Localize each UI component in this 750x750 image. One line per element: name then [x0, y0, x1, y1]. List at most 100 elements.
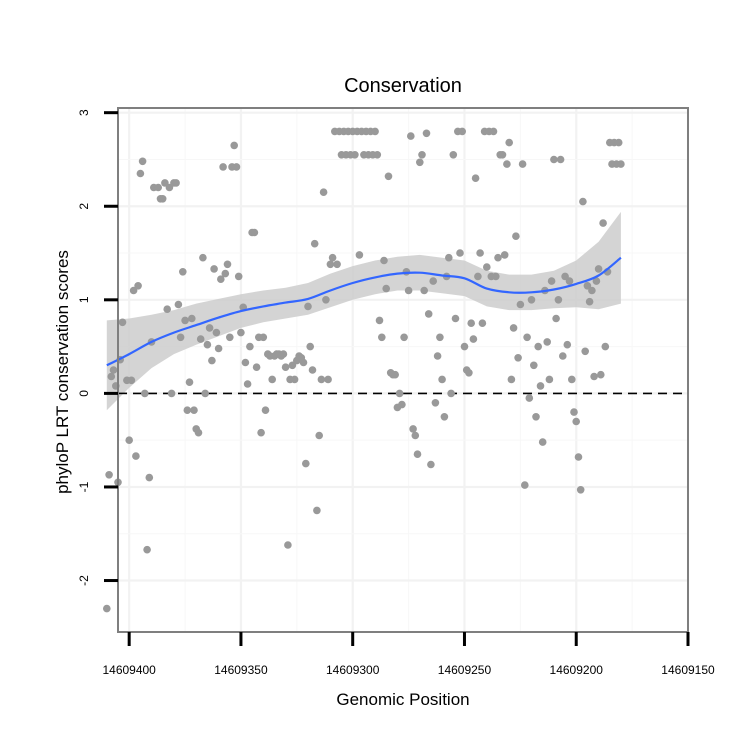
data-point [476, 249, 484, 257]
data-point [328, 253, 337, 262]
data-point [552, 314, 560, 323]
data-point [243, 380, 252, 388]
data-point [525, 394, 534, 402]
data-point [507, 375, 516, 384]
data-point [458, 127, 467, 136]
x-tick-label: 14609400 [102, 663, 156, 677]
data-point [279, 350, 288, 358]
data-point [221, 269, 230, 278]
panel-background [118, 108, 688, 632]
data-point [469, 335, 478, 343]
data-point [199, 253, 207, 262]
data-point [574, 453, 583, 461]
data-point [317, 375, 326, 384]
panel-frame [117, 107, 689, 633]
data-point [194, 428, 203, 437]
data-point [183, 406, 192, 415]
data-point [174, 300, 183, 309]
data-point [125, 436, 133, 445]
data-point [409, 425, 417, 433]
data-point [391, 370, 400, 379]
data-point [219, 163, 227, 171]
data-point [188, 314, 196, 323]
data-point [614, 138, 623, 147]
data-point [530, 361, 538, 370]
data-point [214, 344, 223, 353]
data-points [103, 127, 625, 613]
data-point [132, 452, 140, 460]
data-point [534, 342, 542, 351]
data-point [181, 316, 189, 325]
smooth-line-group [106, 256, 622, 367]
data-point [494, 253, 502, 262]
data-point [429, 277, 438, 285]
y-tick-label: -2 [77, 575, 91, 586]
data-point [588, 286, 596, 295]
data-point [223, 260, 232, 269]
data-point [565, 277, 574, 285]
data-point [129, 286, 138, 295]
data-point [514, 354, 522, 362]
data-point [127, 376, 136, 385]
data-point [516, 300, 525, 309]
data-point [503, 160, 511, 168]
data-point [440, 413, 449, 421]
data-point [313, 506, 321, 515]
data-point [521, 481, 529, 489]
data-point [241, 358, 250, 367]
data-point [449, 151, 458, 159]
data-point [422, 129, 431, 138]
data-point [538, 438, 547, 446]
data-point [509, 324, 518, 332]
data-point [505, 138, 513, 147]
data-point [107, 372, 116, 381]
data-point [563, 340, 572, 349]
data-point [576, 486, 585, 494]
data-point [547, 277, 556, 285]
chart-title: Conservation [344, 75, 462, 97]
data-point [217, 275, 225, 284]
data-point [281, 363, 290, 372]
data-point [324, 375, 332, 384]
data-point [304, 302, 312, 311]
data-point [500, 251, 509, 259]
data-point [103, 604, 111, 613]
data-point [230, 141, 238, 150]
confidence-band-group [106, 211, 621, 411]
data-point [172, 179, 180, 187]
data-point [134, 282, 142, 290]
data-point [302, 459, 310, 468]
data-point [445, 253, 453, 262]
data-point [261, 406, 270, 415]
data-point [413, 450, 422, 459]
data-point [427, 460, 435, 469]
data-point [118, 318, 127, 327]
data-point [382, 284, 391, 293]
data-point [617, 160, 625, 168]
data-point [259, 333, 268, 342]
data-point [447, 389, 455, 398]
data-point [252, 363, 261, 372]
data-point [154, 183, 162, 192]
panel-border [117, 107, 689, 633]
data-point [543, 338, 551, 346]
data-point [536, 382, 545, 390]
data-point [105, 471, 113, 479]
data-point [136, 169, 145, 178]
data-point [545, 375, 554, 384]
data-point [373, 151, 382, 159]
data-point [532, 413, 540, 421]
x-axis-title: Genomic Position [336, 690, 469, 709]
data-point [465, 369, 473, 377]
plot-panel [118, 108, 688, 632]
data-point [559, 352, 567, 360]
data-point [208, 356, 216, 365]
data-point [326, 260, 335, 269]
data-point [420, 286, 429, 295]
data-point [456, 249, 464, 257]
data-point [246, 342, 254, 351]
data-point [416, 158, 424, 167]
y-tick-label: 0 [77, 390, 91, 397]
data-point [310, 239, 319, 248]
data-point [438, 375, 446, 384]
